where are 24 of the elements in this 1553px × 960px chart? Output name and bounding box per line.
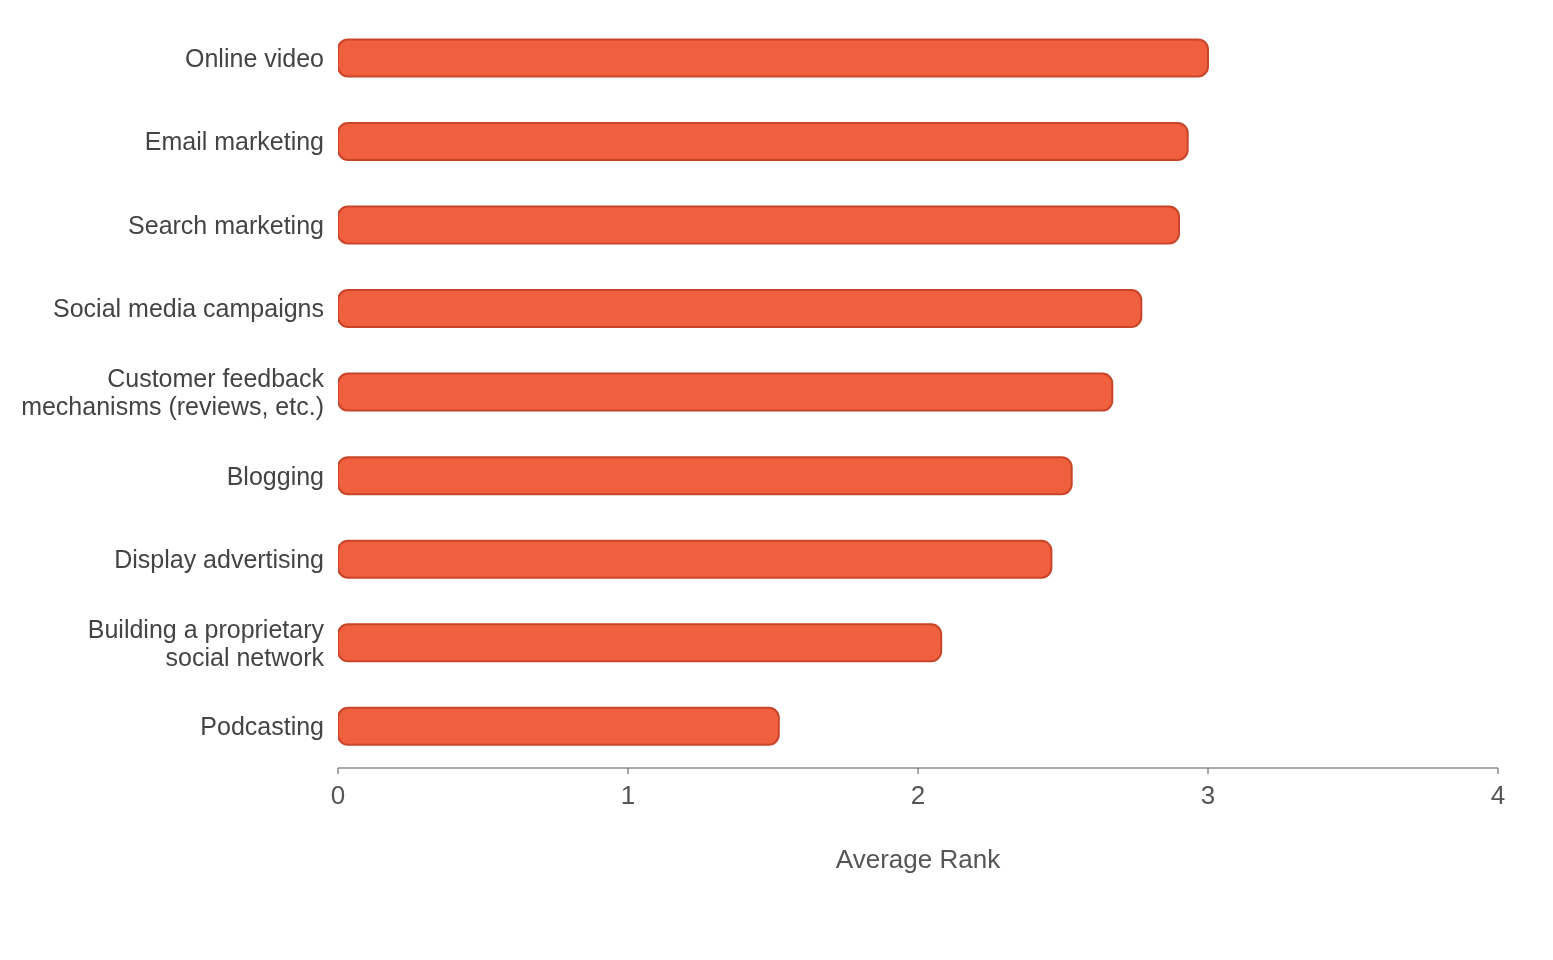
x-tick-label: 0 xyxy=(330,780,346,811)
bar xyxy=(338,121,1189,161)
bar xyxy=(338,205,1180,245)
bar xyxy=(338,372,1114,412)
x-tick-label: 1 xyxy=(620,780,636,811)
x-axis-title: Average Rank xyxy=(835,844,1002,874)
y-tick-label: Search marketing xyxy=(128,210,324,239)
y-tick-label: Online video xyxy=(185,43,324,72)
bar xyxy=(338,706,780,746)
y-tick-label: Display advertising xyxy=(114,545,324,574)
bar xyxy=(338,38,1209,78)
bar xyxy=(338,623,943,663)
x-tick-label: 2 xyxy=(910,780,926,811)
y-tick-label: Social media campaigns xyxy=(53,294,324,323)
y-tick-label: Customer feedback mechanisms (reviews, etc.) xyxy=(21,364,325,420)
y-tick-label: Email marketing xyxy=(144,127,324,156)
bar xyxy=(338,539,1053,579)
y-tick-label: Blogging xyxy=(226,461,324,490)
x-tick-label: 4 xyxy=(1490,780,1506,811)
bar xyxy=(338,456,1073,496)
y-tick-label: Podcasting xyxy=(200,712,324,741)
y-tick-label: Building a proprietary social network xyxy=(87,614,325,671)
bar xyxy=(338,289,1143,329)
x-tick-label: 3 xyxy=(1200,780,1216,811)
